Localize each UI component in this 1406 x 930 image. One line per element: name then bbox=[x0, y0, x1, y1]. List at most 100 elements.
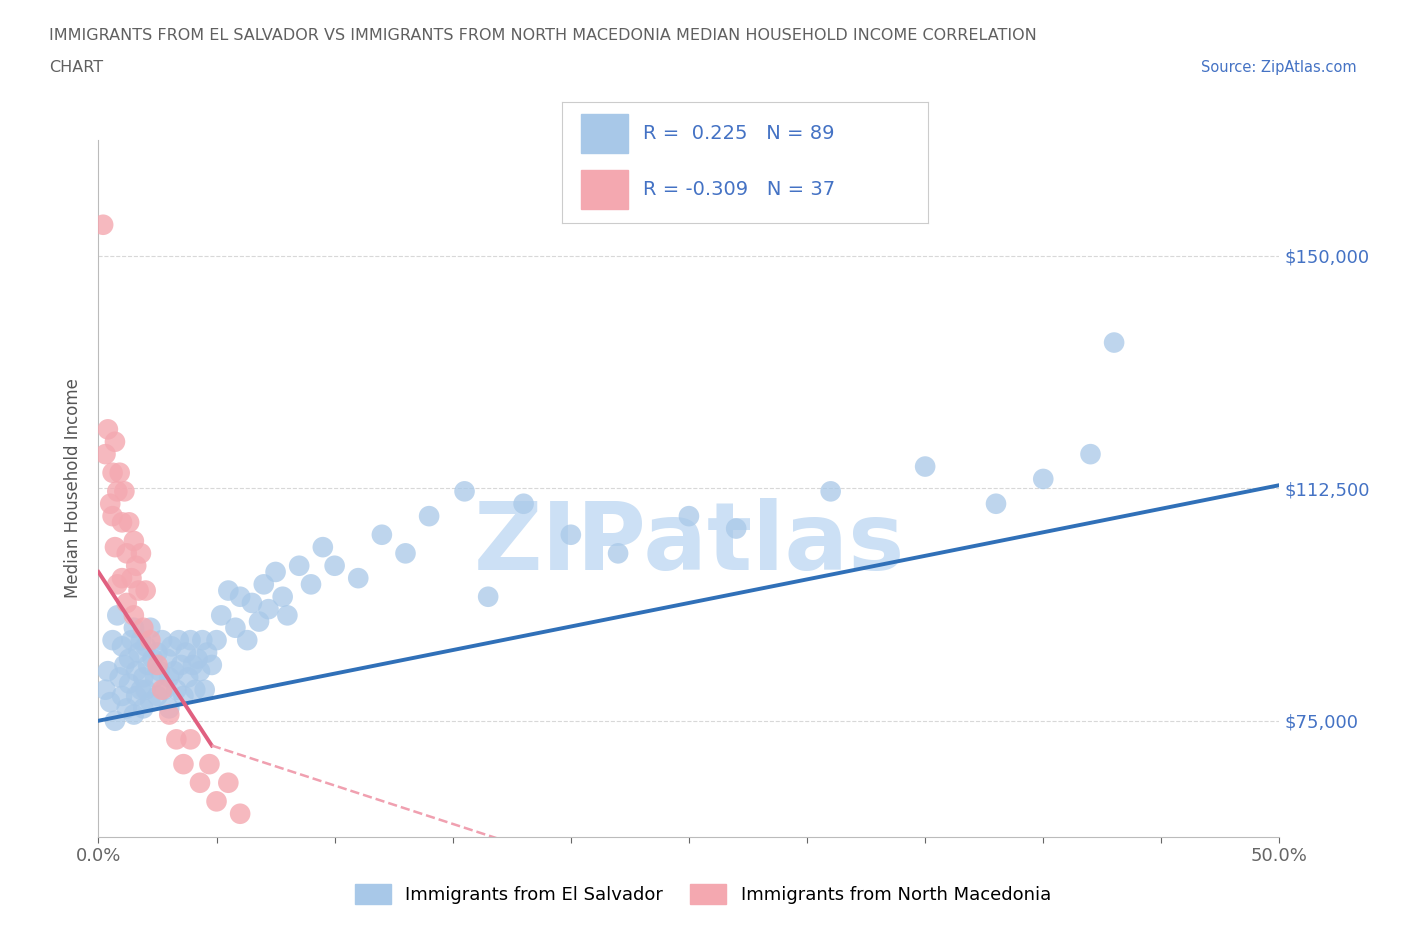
Point bbox=[105, 484, 128, 498]
Point bbox=[820, 484, 842, 498]
Point bbox=[115, 595, 138, 610]
Text: Source: ZipAtlas.com: Source: ZipAtlas.com bbox=[1201, 60, 1357, 75]
Point bbox=[156, 651, 179, 666]
Point bbox=[170, 658, 193, 672]
Point bbox=[914, 459, 936, 474]
Point bbox=[122, 707, 145, 722]
Point bbox=[188, 776, 211, 790]
Point bbox=[984, 497, 1007, 512]
Point bbox=[111, 639, 134, 654]
Point bbox=[105, 608, 128, 623]
Point bbox=[229, 590, 252, 604]
Point bbox=[142, 651, 165, 666]
Point bbox=[98, 497, 121, 512]
Point bbox=[224, 620, 246, 635]
Point bbox=[184, 683, 207, 698]
Point bbox=[247, 614, 270, 629]
Point bbox=[104, 539, 127, 554]
Point bbox=[678, 509, 700, 524]
Point bbox=[122, 608, 145, 623]
Point bbox=[240, 595, 263, 610]
Point bbox=[139, 632, 162, 647]
Point bbox=[146, 658, 169, 672]
Point bbox=[108, 670, 131, 684]
Point bbox=[187, 651, 209, 666]
Point bbox=[153, 683, 176, 698]
Point bbox=[128, 645, 150, 660]
Text: R =  0.225   N = 89: R = 0.225 N = 89 bbox=[643, 125, 834, 143]
Point bbox=[94, 446, 117, 461]
Point bbox=[271, 590, 294, 604]
Point bbox=[180, 632, 202, 647]
Point bbox=[453, 484, 475, 498]
Text: R = -0.309   N = 37: R = -0.309 N = 37 bbox=[643, 179, 835, 199]
Point bbox=[125, 688, 148, 703]
Point bbox=[135, 583, 157, 598]
Point bbox=[725, 521, 748, 536]
Point bbox=[132, 670, 155, 684]
Point bbox=[257, 602, 280, 617]
Point bbox=[104, 713, 127, 728]
Point bbox=[101, 509, 124, 524]
Point bbox=[115, 546, 138, 561]
Point bbox=[143, 670, 166, 684]
Legend: Immigrants from El Salvador, Immigrants from North Macedonia: Immigrants from El Salvador, Immigrants … bbox=[347, 876, 1059, 911]
Point bbox=[98, 695, 121, 710]
Point bbox=[560, 527, 582, 542]
Point bbox=[118, 515, 141, 530]
Point bbox=[118, 651, 141, 666]
Point bbox=[180, 732, 202, 747]
Bar bbox=[581, 114, 628, 153]
Point bbox=[112, 658, 135, 672]
Bar bbox=[581, 170, 628, 208]
Point bbox=[121, 632, 143, 647]
Point bbox=[371, 527, 394, 542]
Point bbox=[132, 701, 155, 716]
Point bbox=[205, 632, 228, 647]
Point bbox=[188, 664, 211, 679]
Point bbox=[165, 732, 187, 747]
Point bbox=[111, 688, 134, 703]
Point bbox=[264, 565, 287, 579]
Point bbox=[1102, 335, 1125, 350]
Text: ZIPatlas: ZIPatlas bbox=[474, 498, 904, 590]
Point bbox=[191, 632, 214, 647]
Point bbox=[172, 757, 194, 772]
Point bbox=[174, 645, 197, 660]
Point bbox=[229, 806, 252, 821]
Point bbox=[347, 571, 370, 586]
Point bbox=[512, 497, 534, 512]
Point bbox=[112, 484, 135, 498]
Point bbox=[157, 701, 180, 716]
Point bbox=[135, 683, 157, 698]
Point bbox=[312, 539, 335, 554]
Point bbox=[139, 620, 162, 635]
Point bbox=[105, 577, 128, 591]
Point bbox=[128, 583, 150, 598]
Text: CHART: CHART bbox=[49, 60, 103, 75]
Point bbox=[299, 577, 322, 591]
Point bbox=[129, 683, 152, 698]
Point bbox=[125, 664, 148, 679]
Point bbox=[167, 632, 190, 647]
Y-axis label: Median Household Income: Median Household Income bbox=[65, 379, 83, 598]
Point bbox=[122, 534, 145, 549]
Point bbox=[139, 695, 162, 710]
Point bbox=[97, 664, 120, 679]
Point bbox=[607, 546, 630, 561]
Point bbox=[108, 465, 131, 480]
Point bbox=[157, 707, 180, 722]
Point bbox=[201, 658, 224, 672]
Point bbox=[122, 620, 145, 635]
Point bbox=[132, 620, 155, 635]
Point bbox=[217, 776, 239, 790]
Point bbox=[149, 664, 172, 679]
Point bbox=[209, 608, 232, 623]
Point bbox=[150, 632, 173, 647]
Point bbox=[288, 558, 311, 573]
Point bbox=[118, 676, 141, 691]
Point bbox=[150, 683, 173, 698]
Point bbox=[217, 583, 239, 598]
Point bbox=[177, 670, 200, 684]
Point bbox=[163, 664, 186, 679]
